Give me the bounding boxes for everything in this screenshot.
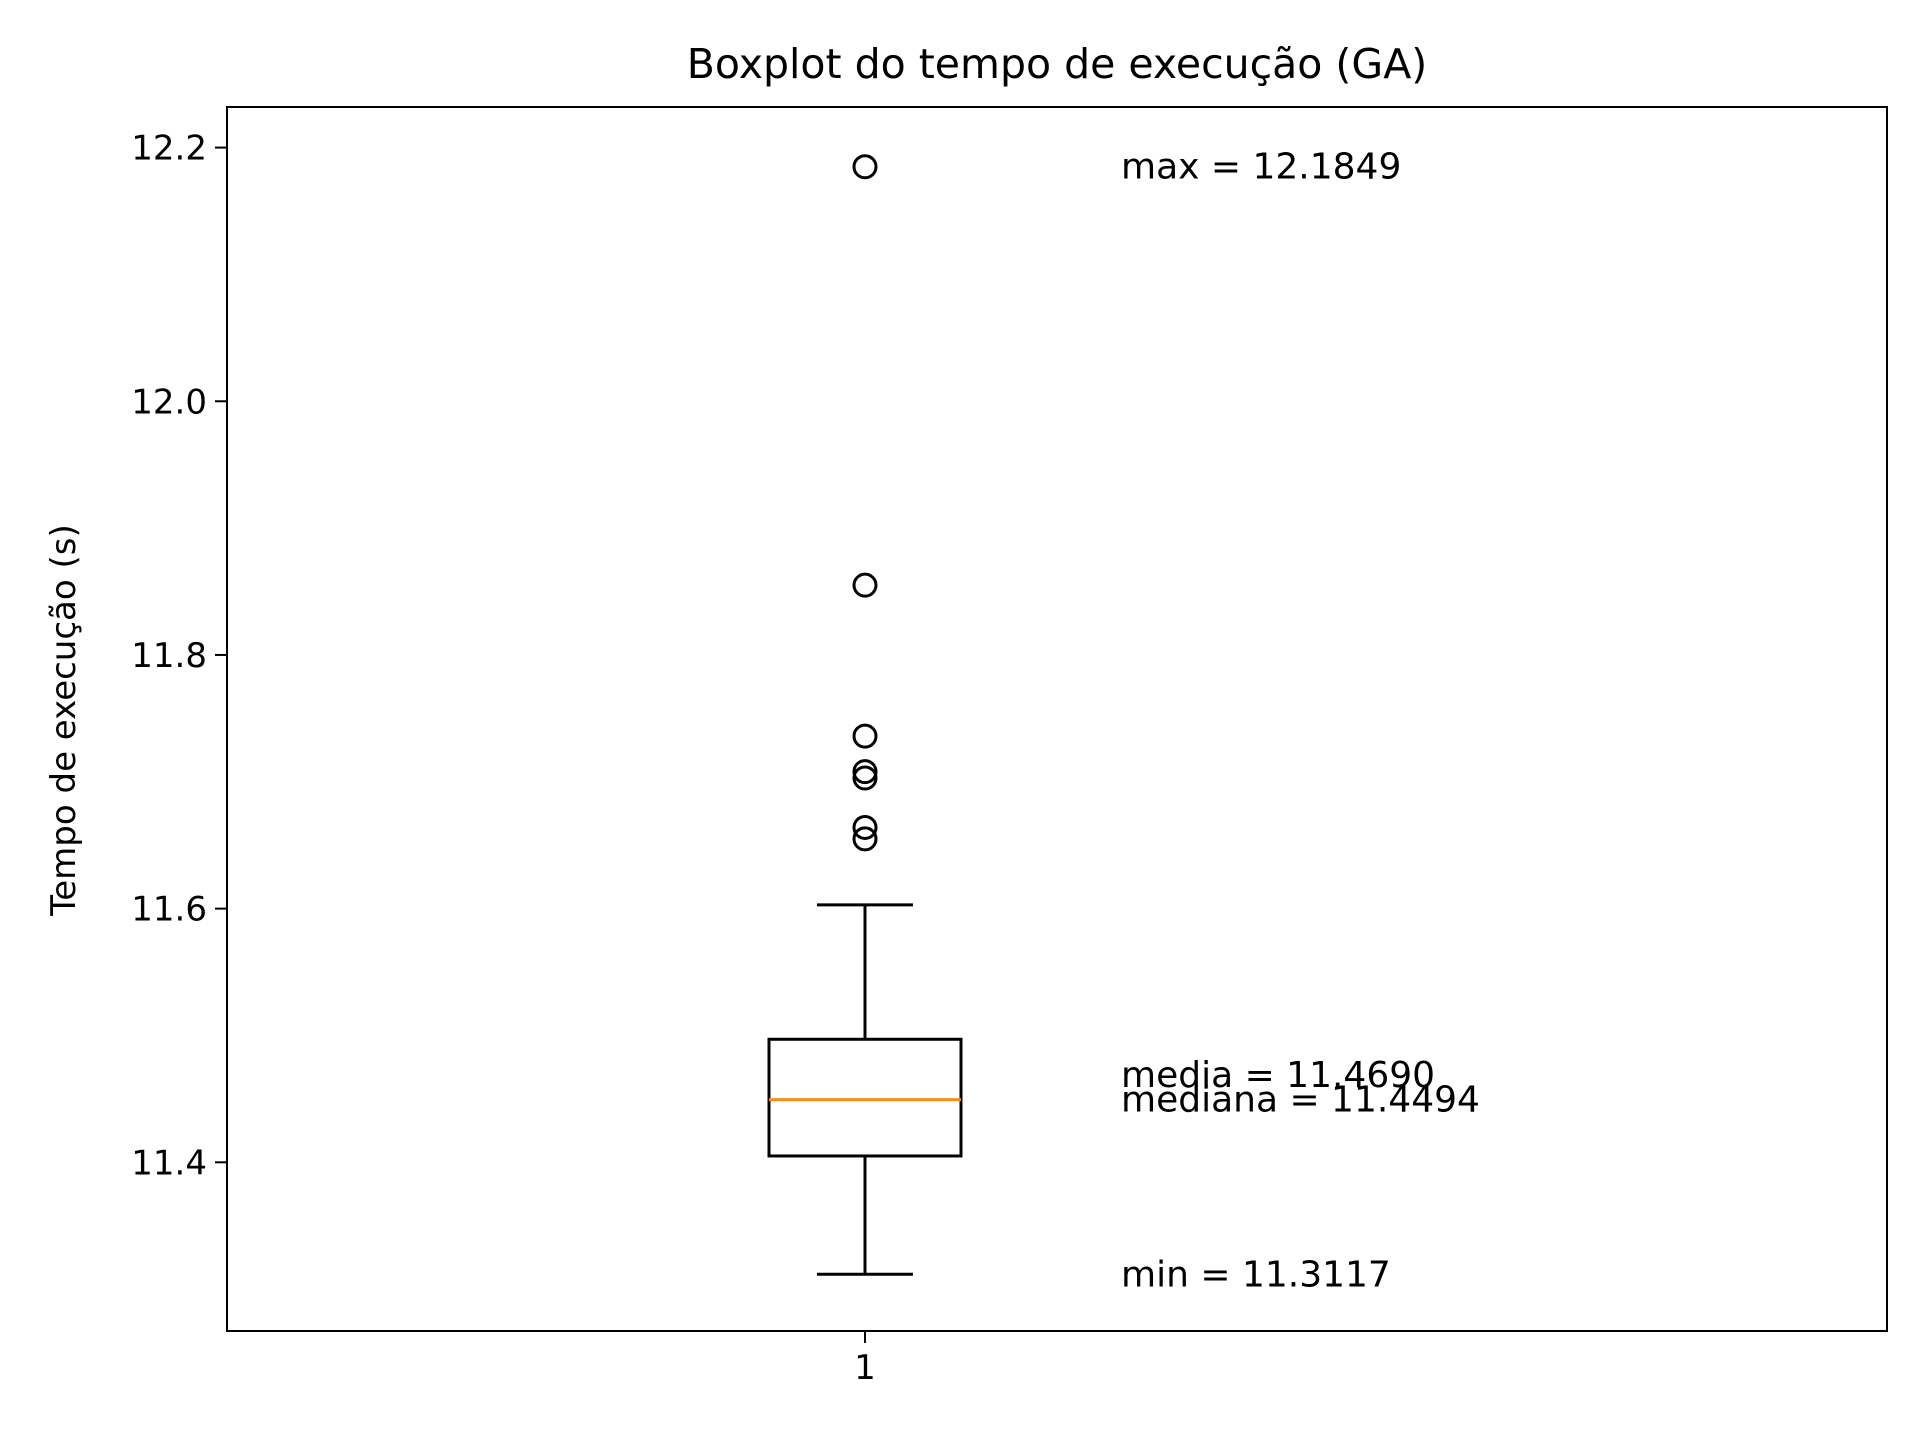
y-tick-label: 11.6: [131, 890, 207, 930]
plot-area-frame: [226, 106, 1888, 1332]
y-axis-label: Tempo de execução (s): [44, 524, 84, 916]
annotation-label: min = 11.3117: [1121, 1254, 1391, 1295]
y-tick-label: 11.4: [131, 1143, 207, 1183]
interquartile-box: [767, 1037, 963, 1158]
outlier-point: [852, 154, 878, 180]
outlier-point: [852, 826, 878, 852]
y-axis-ticks: 11.4 11.6 11.8 12.0 12.2: [131, 129, 227, 1183]
outlier-point: [852, 759, 878, 785]
y-tick-label: 12.2: [131, 129, 207, 169]
x-axis-ticks: 1: [854, 1331, 876, 1388]
outlier-point: [852, 765, 878, 791]
outlier-points: [852, 154, 878, 852]
outlier-point: [852, 572, 878, 598]
annotation-label: mediana = 11.4494: [1121, 1080, 1480, 1121]
outlier-point: [852, 814, 878, 840]
x-tick-label: 1: [854, 1348, 876, 1388]
outlier-point: [852, 723, 878, 749]
annotation-label: media = 11.4690: [1121, 1055, 1435, 1096]
chart-title: Boxplot do tempo de execução (GA): [687, 40, 1427, 88]
box-and-whiskers: [767, 903, 963, 1276]
y-tick-label: 11.8: [131, 636, 207, 676]
y-tick-label: 12.0: [131, 382, 207, 422]
annotation-label: max = 12.1849: [1121, 147, 1401, 188]
